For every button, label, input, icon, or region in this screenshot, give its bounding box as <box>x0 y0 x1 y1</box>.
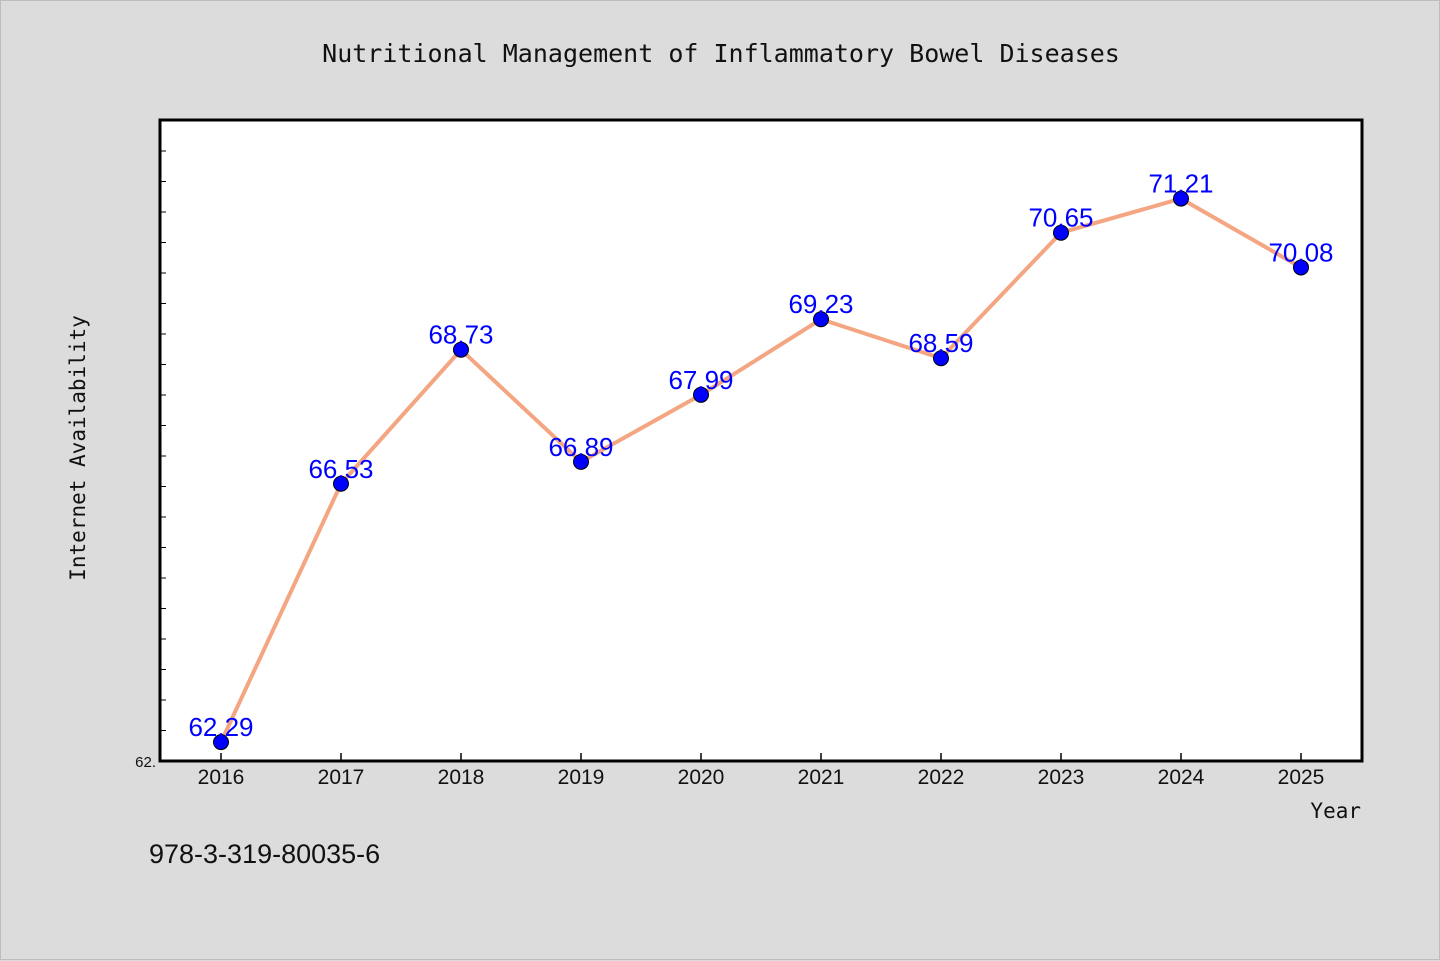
data-label: 66.53 <box>308 454 373 484</box>
data-label: 70.65 <box>1028 203 1093 233</box>
chart-title: Nutritional Management of Inflammatory B… <box>322 39 1120 68</box>
data-point <box>1293 259 1309 276</box>
x-tick-label: 2019 <box>558 766 605 789</box>
data-point <box>333 475 349 492</box>
data-point <box>693 386 709 403</box>
x-tick-label: 2016 <box>198 766 245 789</box>
x-tick-label: 2021 <box>798 766 845 789</box>
data-point <box>1053 224 1069 241</box>
data-label: 66.89 <box>548 432 613 462</box>
data-label: 70.08 <box>1268 237 1333 267</box>
x-tick-label: 2025 <box>1278 766 1325 789</box>
data-label: 68.73 <box>428 320 493 350</box>
x-tick-label: 2018 <box>438 766 485 789</box>
data-label: 67.99 <box>668 365 733 395</box>
x-tick-label: 2023 <box>1038 766 1085 789</box>
data-point <box>453 341 469 358</box>
data-point <box>813 311 829 328</box>
data-point <box>213 734 229 751</box>
data-label: 62.29 <box>188 712 253 742</box>
data-label: 71.21 <box>1148 169 1213 199</box>
x-axis-ticks: 2016 2017 2018 2019 2020 2021 2022 2023 2024 2025 <box>198 753 1325 789</box>
plot-area <box>158 118 1364 763</box>
data-label: 68.59 <box>908 328 973 358</box>
data-labels: 62.29 66.53 68.73 66.89 67.99 69.23 68.59 70.65… <box>188 169 1333 743</box>
x-axis-label: Year <box>1310 799 1361 823</box>
y-axis-label: Internet Availability <box>66 315 90 581</box>
x-tick-label: 2017 <box>318 766 365 789</box>
footer-isbn: 978-3-319-80035-6 <box>149 839 380 869</box>
data-label: 69.23 <box>788 289 853 319</box>
data-point <box>1173 190 1189 207</box>
data-point <box>933 350 949 367</box>
y-tick-label: 62. <box>135 754 156 771</box>
x-tick-label: 2024 <box>1158 766 1205 789</box>
y-axis-minor-ticks <box>160 150 166 762</box>
x-tick-label: 2022 <box>918 766 965 789</box>
x-tick-label: 2020 <box>678 766 725 789</box>
series-line-group <box>219 196 1302 743</box>
data-point <box>573 453 589 470</box>
data-markers <box>213 190 1309 751</box>
series-line <box>219 196 1302 743</box>
